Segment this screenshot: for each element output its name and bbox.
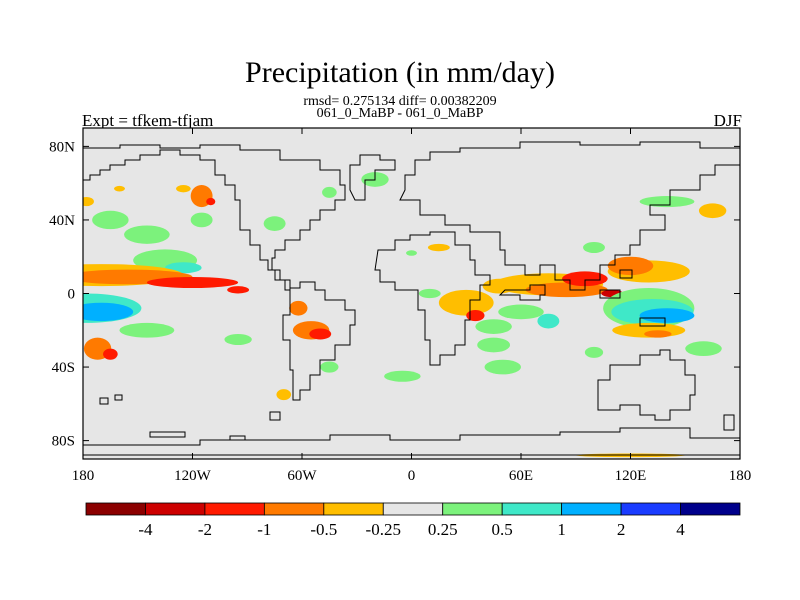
y-tick-label: 40S bbox=[52, 360, 75, 376]
colorbar-label: -0.25 bbox=[366, 520, 401, 539]
precip-anomaly-region bbox=[206, 197, 216, 206]
colorbar-label: 1 bbox=[557, 520, 566, 539]
precip-anomaly-region bbox=[190, 212, 213, 228]
colorbar-swatch bbox=[680, 502, 741, 516]
precip-anomaly-region bbox=[685, 341, 722, 357]
colorbar-swatch bbox=[561, 502, 622, 516]
colorbar-swatch bbox=[382, 502, 444, 516]
x-tick-label: 120E bbox=[615, 468, 647, 484]
precip-anomaly-region bbox=[384, 370, 421, 382]
precip-anomaly-region bbox=[498, 304, 544, 320]
chart-title: Precipitation (in mm/day) bbox=[245, 56, 555, 89]
colorbar-label: 0.25 bbox=[428, 520, 458, 539]
colorbar-swatch bbox=[85, 502, 146, 516]
colorbar-swatch bbox=[263, 502, 325, 516]
x-tick-label: 60E bbox=[509, 468, 533, 484]
colorbar-swatch bbox=[204, 502, 265, 516]
axis-tick-labels: 180 120W 60W 0 60E 120E 180 80N 40N 0 40S 80S bbox=[49, 139, 751, 484]
colorbar-swatch bbox=[323, 502, 384, 516]
stats-line: rmsd= 0.275134 diff= 0.00382209 bbox=[303, 94, 497, 109]
precip-anomaly-region bbox=[477, 337, 511, 353]
precip-anomaly-region bbox=[83, 302, 134, 322]
precip-anomaly-region bbox=[484, 359, 521, 375]
colorbar-swatch bbox=[145, 502, 206, 516]
precip-anomaly-region bbox=[289, 300, 308, 316]
precip-anomaly-region bbox=[92, 210, 129, 230]
precip-anomaly-region bbox=[176, 185, 191, 193]
precip-anomaly-region bbox=[418, 288, 441, 299]
precip-field bbox=[83, 172, 727, 458]
colorbar-label: -0.5 bbox=[310, 520, 337, 539]
y-tick-label: 0 bbox=[68, 287, 76, 303]
precip-anomaly-region bbox=[114, 185, 125, 192]
precip-anomaly-region bbox=[276, 389, 292, 401]
precip-anomaly-region bbox=[83, 196, 94, 207]
colorbar-label: 0.5 bbox=[492, 520, 513, 539]
x-tick-label: 180 bbox=[729, 468, 752, 484]
y-tick-label: 80S bbox=[52, 434, 75, 450]
precip-anomaly-region bbox=[309, 328, 332, 340]
precip-anomaly-region bbox=[124, 225, 170, 244]
colorbar-swatch bbox=[501, 502, 563, 516]
colorbar: -4 -2 -1 -0.5 -0.25 0.25 0.5 1 2 4 bbox=[85, 502, 741, 539]
axis-ticks bbox=[82, 128, 741, 459]
colorbar-swatch bbox=[442, 502, 503, 516]
colorbar-label: -2 bbox=[198, 520, 212, 539]
season-label: DJF bbox=[713, 111, 742, 130]
precip-anomaly-region bbox=[320, 361, 339, 373]
precip-anomaly-region bbox=[146, 276, 239, 288]
colorbar-label: 4 bbox=[676, 520, 685, 539]
chart-subtitle: 061_0_MaBP - 061_0_MaBP bbox=[316, 106, 484, 121]
precip-anomaly-region bbox=[227, 286, 250, 294]
precip-anomaly-region bbox=[537, 313, 560, 329]
colorbar-label: 2 bbox=[617, 520, 626, 539]
precip-anomaly-region bbox=[466, 310, 485, 322]
precip-anomaly-region bbox=[224, 333, 252, 345]
colorbar-label: -1 bbox=[257, 520, 271, 539]
y-tick-label: 40N bbox=[49, 213, 75, 229]
precip-anomaly-region bbox=[562, 271, 608, 287]
precip-anomaly-region bbox=[644, 330, 672, 338]
y-tick-label: 80N bbox=[49, 139, 75, 155]
x-tick-label: 0 bbox=[408, 468, 416, 484]
precip-anomaly-region bbox=[438, 289, 494, 316]
colorbar-swatch bbox=[620, 502, 681, 516]
precip-anomaly-region bbox=[607, 256, 654, 276]
x-tick-label: 180 bbox=[72, 468, 95, 484]
precip-anomaly-region bbox=[475, 319, 512, 334]
precip-anomaly-region bbox=[119, 322, 175, 338]
precip-anomaly-region bbox=[583, 242, 605, 254]
precip-anomaly-region bbox=[698, 203, 727, 219]
colorbar-label: -4 bbox=[138, 520, 153, 539]
precip-anomaly-region bbox=[427, 243, 450, 252]
experiment-label: Expt = tfkem-tfjam bbox=[82, 111, 214, 130]
x-tick-label: 120W bbox=[174, 468, 212, 484]
x-tick-label: 60W bbox=[287, 468, 317, 484]
precip-anomaly-region bbox=[406, 250, 417, 256]
precip-anomaly-region bbox=[525, 282, 608, 298]
precip-anomaly-region bbox=[584, 346, 604, 358]
precip-anomaly-region bbox=[103, 348, 118, 360]
precip-anomaly-region bbox=[639, 308, 695, 323]
coastlines bbox=[83, 141, 740, 456]
precip-anomaly-region bbox=[639, 196, 695, 208]
precip-anomaly-region bbox=[322, 186, 337, 198]
precip-anomaly-region bbox=[263, 216, 286, 231]
